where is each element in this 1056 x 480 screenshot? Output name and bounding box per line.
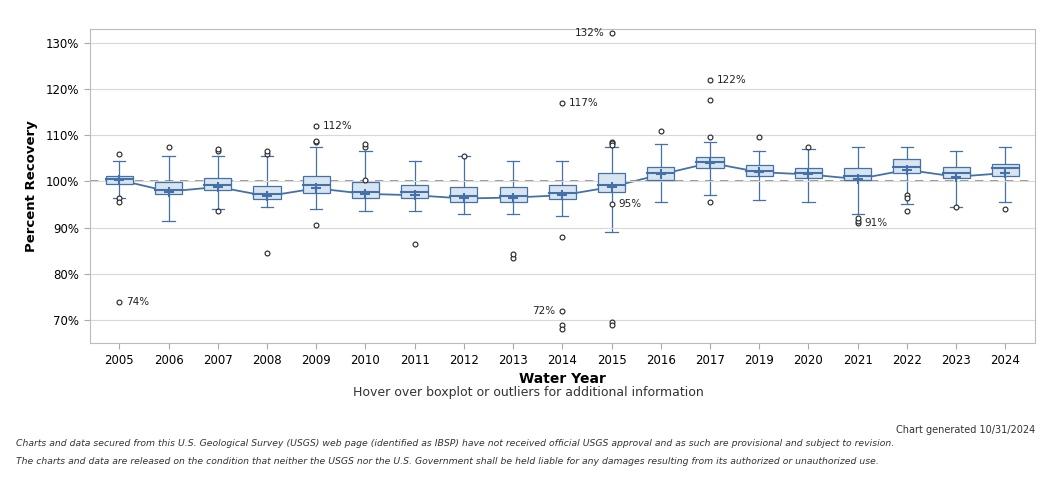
Y-axis label: Percent Recovery: Percent Recovery — [24, 120, 38, 252]
Bar — [401, 185, 428, 198]
Bar — [352, 182, 379, 198]
Bar — [598, 173, 625, 192]
Bar — [746, 165, 773, 176]
Bar — [549, 185, 576, 199]
Bar — [450, 187, 477, 202]
Bar — [893, 159, 921, 173]
Bar — [303, 176, 329, 193]
Bar — [204, 178, 231, 190]
Text: 112%: 112% — [323, 121, 353, 131]
Bar — [155, 182, 182, 194]
Text: 72%: 72% — [532, 306, 555, 316]
Bar — [106, 176, 133, 184]
Text: 95%: 95% — [619, 200, 642, 209]
Text: 74%: 74% — [127, 297, 149, 307]
Text: 122%: 122% — [717, 75, 747, 84]
Text: The charts and data are released on the condition that neither the USGS nor the : The charts and data are released on the … — [16, 457, 879, 466]
Bar — [795, 168, 822, 178]
Text: Hover over boxplot or outliers for additional information: Hover over boxplot or outliers for addit… — [353, 386, 703, 399]
Text: Charts and data secured from this U.S. Geological Survey (USGS) web page (identi: Charts and data secured from this U.S. G… — [16, 439, 894, 448]
Text: 117%: 117% — [569, 98, 599, 108]
Bar — [844, 168, 871, 180]
Bar — [647, 167, 675, 180]
Bar — [943, 167, 969, 178]
Text: 91%: 91% — [865, 218, 888, 228]
Text: 132%: 132% — [574, 28, 605, 38]
Text: Chart generated 10/31/2024: Chart generated 10/31/2024 — [895, 425, 1035, 435]
Bar — [992, 164, 1019, 176]
Bar — [499, 187, 527, 202]
Bar — [697, 157, 723, 168]
Bar — [253, 186, 281, 199]
X-axis label: Water Year: Water Year — [518, 372, 606, 386]
